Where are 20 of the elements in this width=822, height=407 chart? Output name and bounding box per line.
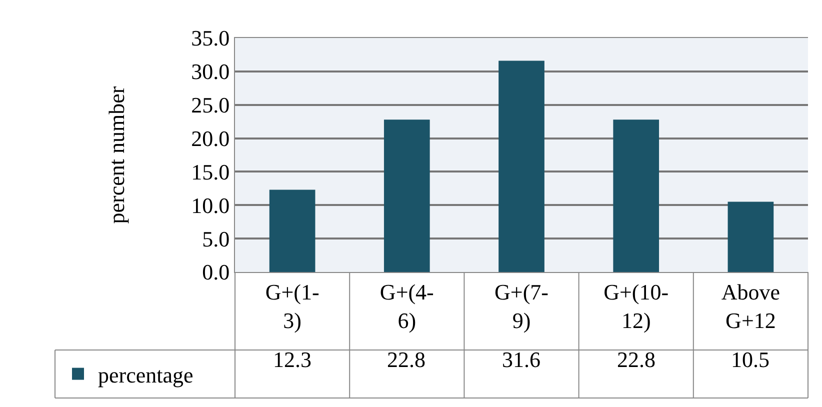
y-tick-label: 10.0 — [191, 192, 230, 218]
y-tick-label: 15.0 — [191, 159, 230, 184]
y-tick-label: 35.0 — [191, 26, 230, 51]
legend-label: percentage — [98, 362, 194, 388]
data-label: 12.3 — [273, 347, 312, 372]
x-tick-label: G+(10-12) — [604, 279, 669, 333]
y-tick-label: 30.0 — [191, 59, 230, 84]
y-tick-label: 5.0 — [202, 226, 230, 252]
data-label: 22.8 — [387, 347, 426, 372]
data-label: 31.6 — [502, 347, 540, 372]
y-axis-title: percent number — [104, 86, 129, 224]
x-tick-label: G+(1-3) — [265, 279, 320, 333]
x-tick-label: G+(7-9) — [494, 279, 548, 333]
x-tick-label: G+(4-6) — [380, 279, 434, 333]
data-label: 10.5 — [731, 347, 770, 372]
y-tick-label: 25.0 — [191, 92, 230, 118]
y-tick-label: 20.0 — [191, 126, 230, 151]
data-label: 22.8 — [617, 347, 656, 372]
y-tick-label: 0.0 — [202, 260, 230, 285]
x-tick-label: Above G+12 — [721, 279, 780, 333]
